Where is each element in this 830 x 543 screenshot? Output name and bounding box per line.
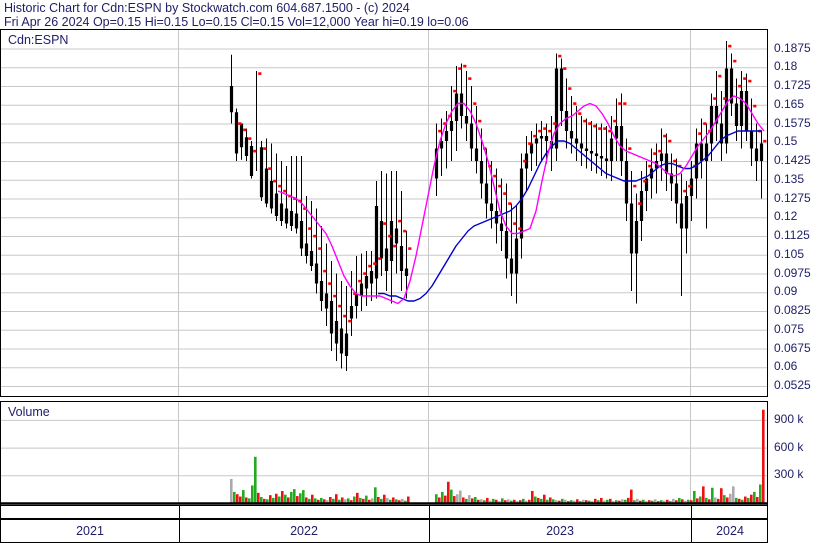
volume-axis-tick: 900 k — [774, 411, 804, 426]
year-separator-upper — [429, 506, 430, 518]
price-gridlines — [1, 48, 767, 387]
volume-panel-label: Volume — [8, 405, 50, 419]
header-quote-line: Fri Apr 26 2024 Op=0.15 Hi=0.15 Lo=0.15 … — [4, 15, 469, 29]
price-axis-tick: 0.1575 — [774, 115, 811, 130]
price-panel-label: Cdn:ESPN — [8, 33, 69, 47]
price-axis-tick: 0.0525 — [774, 378, 811, 392]
year-separator — [691, 520, 692, 542]
volume-bars — [230, 409, 765, 503]
price-axis-tick: 0.18 — [774, 59, 798, 74]
volume-axis-labels: 900 k 600 k 300 k — [770, 401, 830, 506]
price-axis-tick: 0.1275 — [774, 190, 811, 205]
header-title-line: Historic Chart for Cdn:ESPN by Stockwatc… — [4, 1, 410, 15]
price-axis-tick: 0.135 — [774, 171, 805, 186]
price-axis-tick: 0.165 — [774, 96, 805, 111]
price-axis-tick: 0.1875 — [774, 40, 811, 55]
volume-plot-area[interactable] — [1, 402, 767, 505]
volume-axis-tick: 600 k — [774, 439, 804, 454]
price-ohlc-bars — [229, 41, 764, 371]
price-tick-markers — [238, 44, 767, 323]
year-axis: 2021 2022 2023 2024 — [0, 506, 768, 543]
year-separator — [429, 520, 430, 542]
year-axis-labels-row: 2021 2022 2023 2024 — [0, 520, 768, 543]
year-label: 2023 — [546, 524, 574, 538]
ma-slow-line — [378, 130, 762, 302]
price-axis-tick: 0.12 — [774, 209, 798, 224]
price-axis-tick: 0.1725 — [774, 78, 811, 92]
price-chart-panel[interactable]: Cdn:ESPN — [0, 29, 768, 397]
price-axis-labels: 0.1875 0.18 0.1725 0.165 0.1575 0.15 0.1425 0.1… — [770, 29, 830, 397]
volume-year-separators — [178, 402, 691, 503]
price-axis-tick: 0.105 — [774, 246, 805, 261]
year-separator-upper — [179, 506, 180, 518]
volume-gridlines — [1, 419, 767, 477]
price-axis-tick: 0.0675 — [774, 340, 811, 355]
year-separator-upper — [691, 506, 692, 518]
price-plot-svg — [1, 30, 767, 396]
price-plot-area[interactable] — [1, 30, 767, 396]
price-axis-tick: 0.075 — [774, 321, 805, 336]
price-year-separators — [178, 30, 691, 396]
year-label: 2022 — [290, 524, 318, 538]
price-axis-tick: 0.15 — [774, 134, 798, 149]
price-axis-tick: 0.0975 — [774, 265, 811, 280]
year-separator — [179, 520, 180, 542]
volume-chart-panel[interactable]: Volume — [0, 401, 768, 506]
price-axis-tick: 0.09 — [774, 284, 798, 299]
price-axis-tick: 0.0825 — [774, 303, 811, 317]
volume-axis-tick: 300 k — [774, 467, 804, 482]
chart-header: Historic Chart for Cdn:ESPN by Stockwatc… — [0, 0, 830, 29]
price-axis-tick: 0.06 — [774, 359, 798, 374]
price-axis-tick: 0.1425 — [774, 153, 811, 167]
year-label: 2021 — [76, 524, 104, 538]
price-axis-tick: 0.1125 — [774, 228, 810, 242]
year-axis-spacer — [0, 506, 768, 520]
year-label: 2024 — [716, 524, 744, 538]
ma-fast-line — [277, 95, 765, 305]
volume-plot-svg — [1, 402, 767, 505]
